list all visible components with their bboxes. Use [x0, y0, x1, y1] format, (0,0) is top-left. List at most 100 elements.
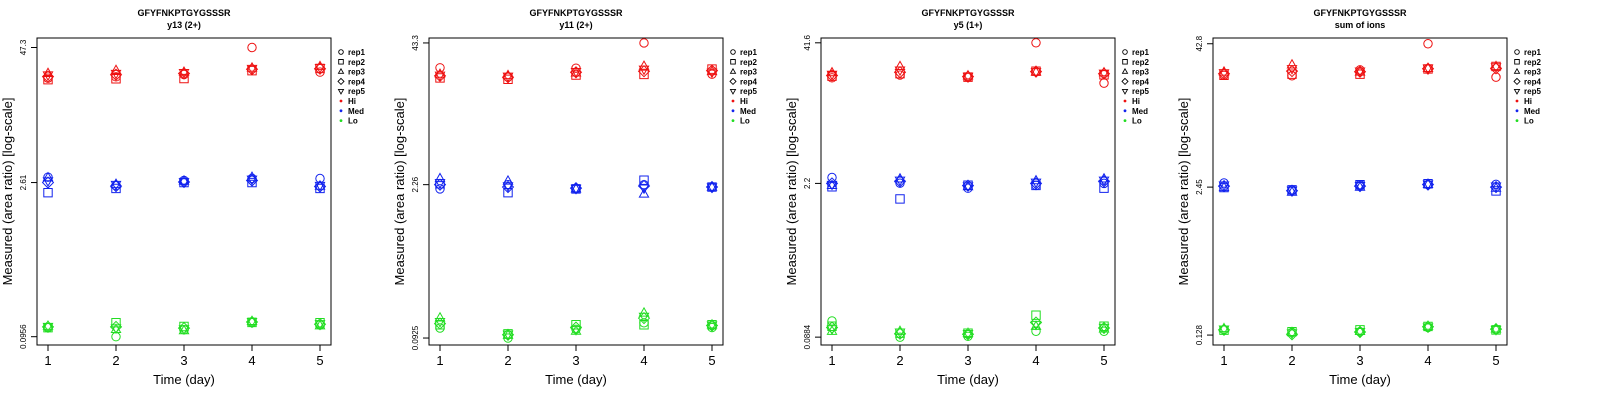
point-med-rep4 [109, 179, 123, 193]
point-med-rep5 [1098, 176, 1110, 187]
point-hi-rep5 [706, 68, 718, 79]
x-tick-label: 1 [1220, 353, 1227, 368]
y-tick-label: 42.8 [1195, 35, 1204, 51]
point-med-rep5 [246, 175, 258, 186]
legend-marker-rep3 [337, 67, 345, 74]
legend-label-rep5: rep5 [740, 87, 757, 96]
y-tick-label: 2.45 [1195, 179, 1204, 195]
point-med-rep5 [1422, 180, 1434, 191]
point-med-rep4 [433, 178, 447, 191]
point-hi-rep5 [502, 72, 514, 83]
legend-marker-rep1 [1514, 49, 1520, 55]
point-lo-rep5 [1422, 323, 1434, 334]
chart-title: GFYFNKPTGYGSSSR [529, 8, 623, 18]
point-lo-rep5 [434, 318, 446, 328]
point-hi-rep5 [1098, 69, 1110, 80]
chart-title: GFYFNKPTGYGSSSR [137, 8, 231, 18]
point-hi-rep5 [1218, 69, 1230, 79]
plot-frame [428, 37, 724, 346]
point-hi-rep4 [1489, 62, 1503, 75]
x-axis-label: Time (day) [1329, 372, 1391, 387]
point-hi-rep2 [503, 74, 513, 85]
point-lo-rep4 [433, 317, 447, 330]
point-hi-rep5 [894, 66, 906, 77]
y-tick-label: 0.0884 [803, 324, 812, 349]
x-tick-label: 4 [1032, 353, 1039, 368]
point-hi-rep5 [1422, 64, 1434, 75]
point-hi-rep1 [1491, 72, 1501, 82]
point-med-rep2 [43, 187, 53, 198]
point-med-rep5 [826, 180, 838, 191]
point-lo-rep2 [111, 318, 121, 328]
legend-label-rep5: rep5 [1524, 87, 1541, 96]
point-hi-rep2 [247, 65, 257, 76]
point-lo-rep3 [246, 315, 258, 325]
point-hi-rep5 [826, 70, 838, 81]
point-lo-rep3 [1218, 322, 1230, 333]
point-hi-rep4 [893, 66, 907, 79]
point-hi-rep5 [314, 64, 326, 74]
legend-marker-rep5 [1513, 89, 1521, 95]
point-hi-rep4 [1285, 64, 1299, 78]
point-med-rep3 [962, 180, 974, 191]
point-med-rep3 [706, 180, 718, 191]
legend-marker-rep4 [1121, 77, 1129, 86]
y-tick-label: 43.3 [411, 35, 420, 51]
legend-label-rep2: rep2 [740, 58, 757, 67]
point-hi-rep5 [434, 71, 446, 82]
legend-marker-rep2 [1514, 59, 1520, 65]
legend-label-lo: Lo [1132, 117, 1142, 126]
x-axis-label: Time (day) [937, 372, 999, 387]
point-lo-rep3 [434, 311, 446, 322]
point-med-rep3 [314, 180, 326, 190]
point-lo-rep3 [1422, 320, 1434, 330]
x-axis-label: Time (day) [545, 372, 607, 387]
legend-label-rep3: rep3 [1524, 68, 1541, 77]
point-lo-rep3 [962, 327, 974, 337]
point-hi-rep2 [1287, 69, 1297, 79]
point-med-rep5 [962, 182, 974, 193]
point-lo-rep1 [1031, 326, 1041, 336]
point-hi-rep3 [894, 60, 906, 71]
point-med-rep5 [706, 183, 718, 194]
point-hi-rep3 [1030, 65, 1042, 76]
point-lo-rep3 [706, 318, 718, 329]
point-med-rep5 [314, 181, 326, 192]
chart-subtitle: y13 (2+) [167, 20, 201, 30]
legend-label-med: Med [740, 107, 756, 116]
point-lo-rep5 [314, 320, 326, 330]
point-hi-rep5 [1286, 65, 1298, 75]
chart-subtitle: sum of ions [1335, 20, 1386, 30]
point-lo-rep2 [1031, 310, 1041, 320]
legend-marker-rep2 [338, 59, 344, 65]
point-hi-rep3 [110, 64, 122, 74]
point-hi-rep5 [638, 65, 650, 76]
chart-panel-4: GFYFNKPTGYGSSSR sum of ions 1 2 3 4 5 0.128 2.45… [1176, 8, 1541, 387]
point-hi-rep1 [247, 42, 257, 53]
point-hi-rep1 [1099, 78, 1109, 88]
chart-panel-1: GFYFNKPTGYGSSSR y13 (2+) 1 2 3 4 5 0.0956 2.61 47… [0, 8, 365, 387]
point-med-rep1 [315, 173, 325, 184]
point-lo-rep1 [435, 323, 445, 333]
point-hi-rep3 [706, 65, 718, 76]
point-lo-rep3 [42, 320, 54, 330]
point-med-rep4 [41, 176, 55, 189]
legend-marker-rep3 [1121, 67, 1129, 74]
y-tick-label: 0.128 [1195, 325, 1204, 346]
point-hi-rep3 [1286, 58, 1298, 69]
point-med-rep5 [1030, 178, 1042, 189]
x-axis-label: Time (day) [153, 372, 215, 387]
y-tick-label: 0.0925 [411, 325, 420, 350]
legend-label-hi: Hi [1132, 97, 1140, 106]
point-lo-rep5 [246, 318, 258, 328]
legend-label-med: Med [348, 107, 364, 116]
legend-label-hi: Hi [740, 97, 748, 106]
x-tick-label: 3 [1356, 353, 1363, 368]
point-lo-rep5 [1218, 325, 1230, 336]
point-med-rep3 [570, 182, 582, 193]
point-med-rep2 [1099, 183, 1109, 193]
legend-dot-med [1515, 109, 1519, 113]
x-tick-label: 5 [708, 353, 715, 368]
point-lo-rep5 [1354, 328, 1366, 338]
x-tick-label: 5 [1492, 353, 1499, 368]
